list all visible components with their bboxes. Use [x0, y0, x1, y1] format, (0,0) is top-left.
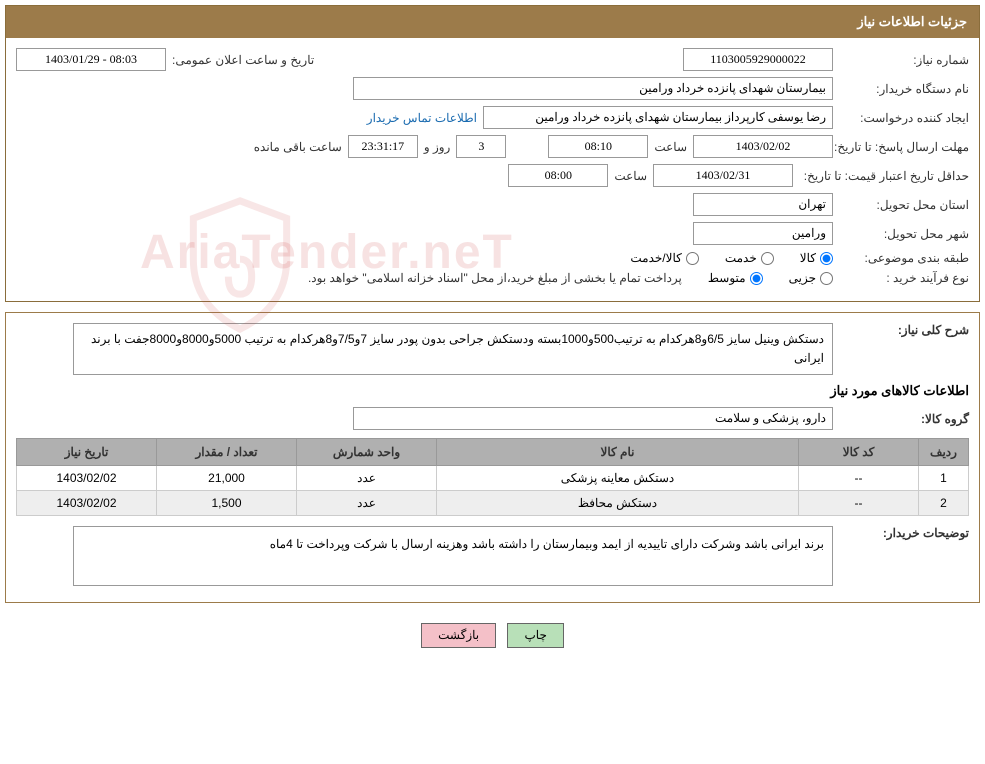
- table-row: 1 -- دستکش معاینه پزشکی عدد 21,000 1403/…: [17, 466, 969, 491]
- price-date-value: 1403/02/31: [653, 164, 793, 187]
- col-date: تاریخ نیاز: [17, 439, 157, 466]
- cell-idx: 1: [919, 466, 969, 491]
- cell-unit: عدد: [297, 466, 437, 491]
- form-content: شماره نیاز: 1103005929000022 تاریخ و ساع…: [6, 38, 979, 301]
- delivery-city-value: ورامین: [693, 222, 833, 245]
- price-valid-label: حداقل تاریخ اعتبار قیمت: تا تاریخ:: [799, 169, 969, 183]
- cell-qty: 1,500: [157, 491, 297, 516]
- purchase-type-label: نوع فرآیند خرید :: [839, 271, 969, 285]
- opt-service-label: خدمت: [725, 251, 757, 265]
- delivery-prov-value: تهران: [693, 193, 833, 216]
- buyer-notes-label: توضیحات خریدار:: [839, 526, 969, 540]
- button-row: چاپ بازگشت: [0, 613, 985, 658]
- col-unit: واحد شمارش: [297, 439, 437, 466]
- time-label-1: ساعت: [654, 140, 687, 154]
- reply-time-value: 08:10: [548, 135, 648, 158]
- reply-deadline-label: مهلت ارسال پاسخ: تا تاریخ:: [839, 140, 969, 154]
- buyer-notes-text: برند ایرانی باشد وشرکت دارای تاییدیه از …: [73, 526, 833, 586]
- radio-medium[interactable]: [750, 272, 763, 285]
- cell-name: دستکش محافظ: [437, 491, 799, 516]
- radio-minor[interactable]: [820, 272, 833, 285]
- col-code: کد کالا: [799, 439, 919, 466]
- requester-label: ایجاد کننده درخواست:: [839, 111, 969, 125]
- cell-code: --: [799, 491, 919, 516]
- cell-qty: 21,000: [157, 466, 297, 491]
- cell-date: 1403/02/02: [17, 466, 157, 491]
- radio-good[interactable]: [820, 252, 833, 265]
- need-no-value: 1103005929000022: [683, 48, 833, 71]
- need-no-label: شماره نیاز:: [839, 53, 969, 67]
- remaining-label: ساعت باقی مانده: [254, 140, 342, 154]
- announce-label: تاریخ و ساعت اعلان عمومی:: [172, 53, 314, 67]
- goods-table: ردیف کد کالا نام کالا واحد شمارش تعداد /…: [16, 438, 969, 516]
- time-remaining-value: 23:31:17: [348, 135, 418, 158]
- delivery-city-label: شهر محل تحویل:: [839, 227, 969, 241]
- need-desc-label: شرح کلی نیاز:: [839, 323, 969, 337]
- opt-both-label: کالا/خدمت: [630, 251, 681, 265]
- radio-both[interactable]: [686, 252, 699, 265]
- requester-value: رضا یوسفی کارپرداز بیمارستان شهدای پانزد…: [483, 106, 833, 129]
- need-desc-text: دستکش وینیل سایز 6/5و8هرکدام به ترتیب500…: [73, 323, 833, 375]
- goods-group-value: دارو، پزشکی و سلامت: [353, 407, 833, 430]
- reply-date-value: 1403/02/02: [693, 135, 833, 158]
- price-time-value: 08:00: [508, 164, 608, 187]
- opt-minor-label: جزیی: [789, 271, 816, 285]
- panel-header: جزئیات اطلاعات نیاز: [6, 6, 979, 38]
- opt-good-label: کالا: [800, 251, 816, 265]
- contact-buyer-link[interactable]: اطلاعات تماس خریدار: [367, 111, 477, 125]
- purchase-note: پرداخت تمام یا بخشی از مبلغ خرید،از محل …: [308, 271, 682, 285]
- buyer-org-value: بیمارستان شهدای پانزده خرداد ورامین: [353, 77, 833, 100]
- goods-section-title: اطلاعات کالاهای مورد نیاز: [16, 383, 969, 399]
- subject-class-label: طبقه بندی موضوعی:: [839, 251, 969, 265]
- time-label-2: ساعت: [614, 169, 647, 183]
- cell-name: دستکش معاینه پزشکی: [437, 466, 799, 491]
- cell-date: 1403/02/02: [17, 491, 157, 516]
- need-description-section: شرح کلی نیاز: دستکش وینیل سایز 6/5و8هرکد…: [5, 312, 980, 603]
- table-row: 2 -- دستکش محافظ عدد 1,500 1403/02/02: [17, 491, 969, 516]
- cell-idx: 2: [919, 491, 969, 516]
- buyer-org-label: نام دستگاه خریدار:: [839, 82, 969, 96]
- main-panel: جزئیات اطلاعات نیاز شماره نیاز: 11030059…: [5, 5, 980, 302]
- col-row: ردیف: [919, 439, 969, 466]
- announce-value: 1403/01/29 - 08:03: [16, 48, 166, 71]
- cell-code: --: [799, 466, 919, 491]
- cell-unit: عدد: [297, 491, 437, 516]
- days-remaining-value: 3: [456, 135, 506, 158]
- col-qty: تعداد / مقدار: [157, 439, 297, 466]
- days-label: روز و: [424, 140, 451, 154]
- delivery-prov-label: استان محل تحویل:: [839, 198, 969, 212]
- print-button[interactable]: چاپ: [507, 623, 563, 648]
- opt-medium-label: متوسط: [708, 271, 746, 285]
- col-name: نام کالا: [437, 439, 799, 466]
- radio-service[interactable]: [761, 252, 774, 265]
- goods-group-label: گروه کالا:: [839, 412, 969, 426]
- back-button[interactable]: بازگشت: [421, 623, 496, 648]
